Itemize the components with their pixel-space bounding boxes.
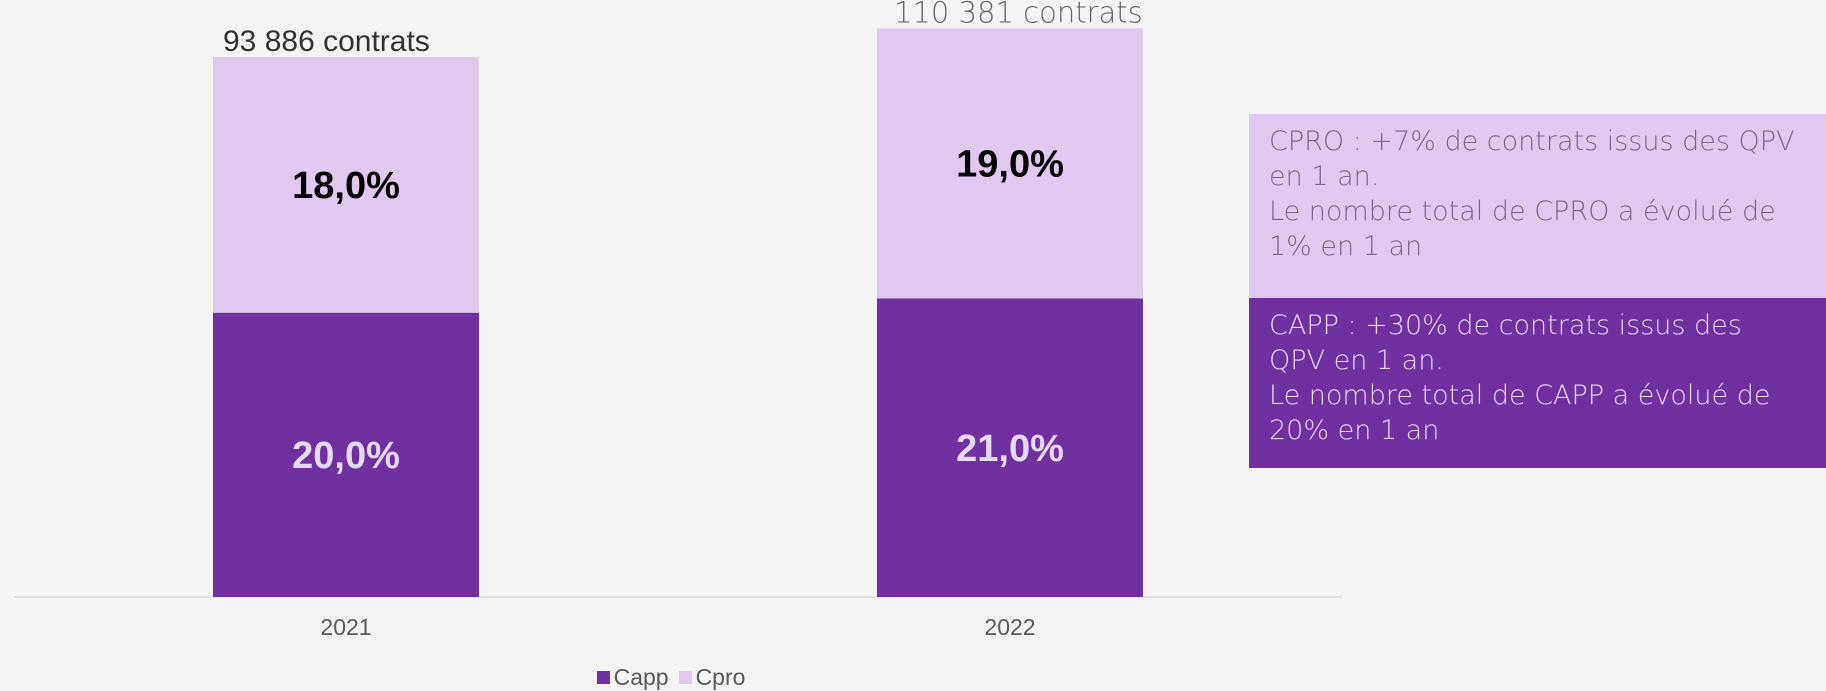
bar-segment-capp-2022 <box>877 298 1143 597</box>
data-label-cpro-2022: 19,0% <box>956 143 1064 185</box>
total-label-2022: 110 381 contrats <box>894 0 1143 29</box>
bar-segment-cpro-2022 <box>877 28 1143 299</box>
cpro-note-line-2: Le nombre total de CPRO a évolué de 1% e… <box>1269 196 1776 262</box>
legend-label-cpro: Cpro <box>695 664 746 690</box>
data-label-cpro-2021: 18,0% <box>292 165 400 207</box>
cpro-note-line-1: CPRO : +7% de contrats issus des QPV en … <box>1269 126 1795 192</box>
x-tick-label-2021: 2021 <box>320 614 371 640</box>
capp-note-line-2: Le nombre total de CAPP a évolué de 20% … <box>1269 380 1771 446</box>
data-label-capp-2022: 21,0% <box>956 428 1064 470</box>
chart-legend: Capp Cpro <box>0 664 1342 691</box>
legend-label-capp: Capp <box>613 664 669 690</box>
capp-note-line-1: CAPP : +30% de contrats issus des QPV en… <box>1269 310 1742 376</box>
x-tick-label-2022: 2022 <box>984 614 1035 640</box>
legend-swatch-capp <box>596 671 610 684</box>
total-label-2021: 93 886 contrats <box>223 25 430 58</box>
data-label-capp-2021: 20,0% <box>292 435 400 477</box>
legend-swatch-cpro <box>678 671 692 684</box>
bar-segment-capp-2021 <box>213 312 479 597</box>
legend-item-capp: Capp <box>596 664 669 691</box>
bar-segment-cpro-2021 <box>213 56 479 313</box>
stacked-bar-chart: 20,0% 18,0% 93 886 contrats 2021 21,0% 19,0% 1… <box>14 0 1342 640</box>
legend-item-cpro: Cpro <box>678 664 746 691</box>
cpro-note: CPRO : +7% de contrats issus des QPV en … <box>1249 114 1826 298</box>
capp-note: CAPP : +30% de contrats issus des QPV en… <box>1249 298 1826 468</box>
